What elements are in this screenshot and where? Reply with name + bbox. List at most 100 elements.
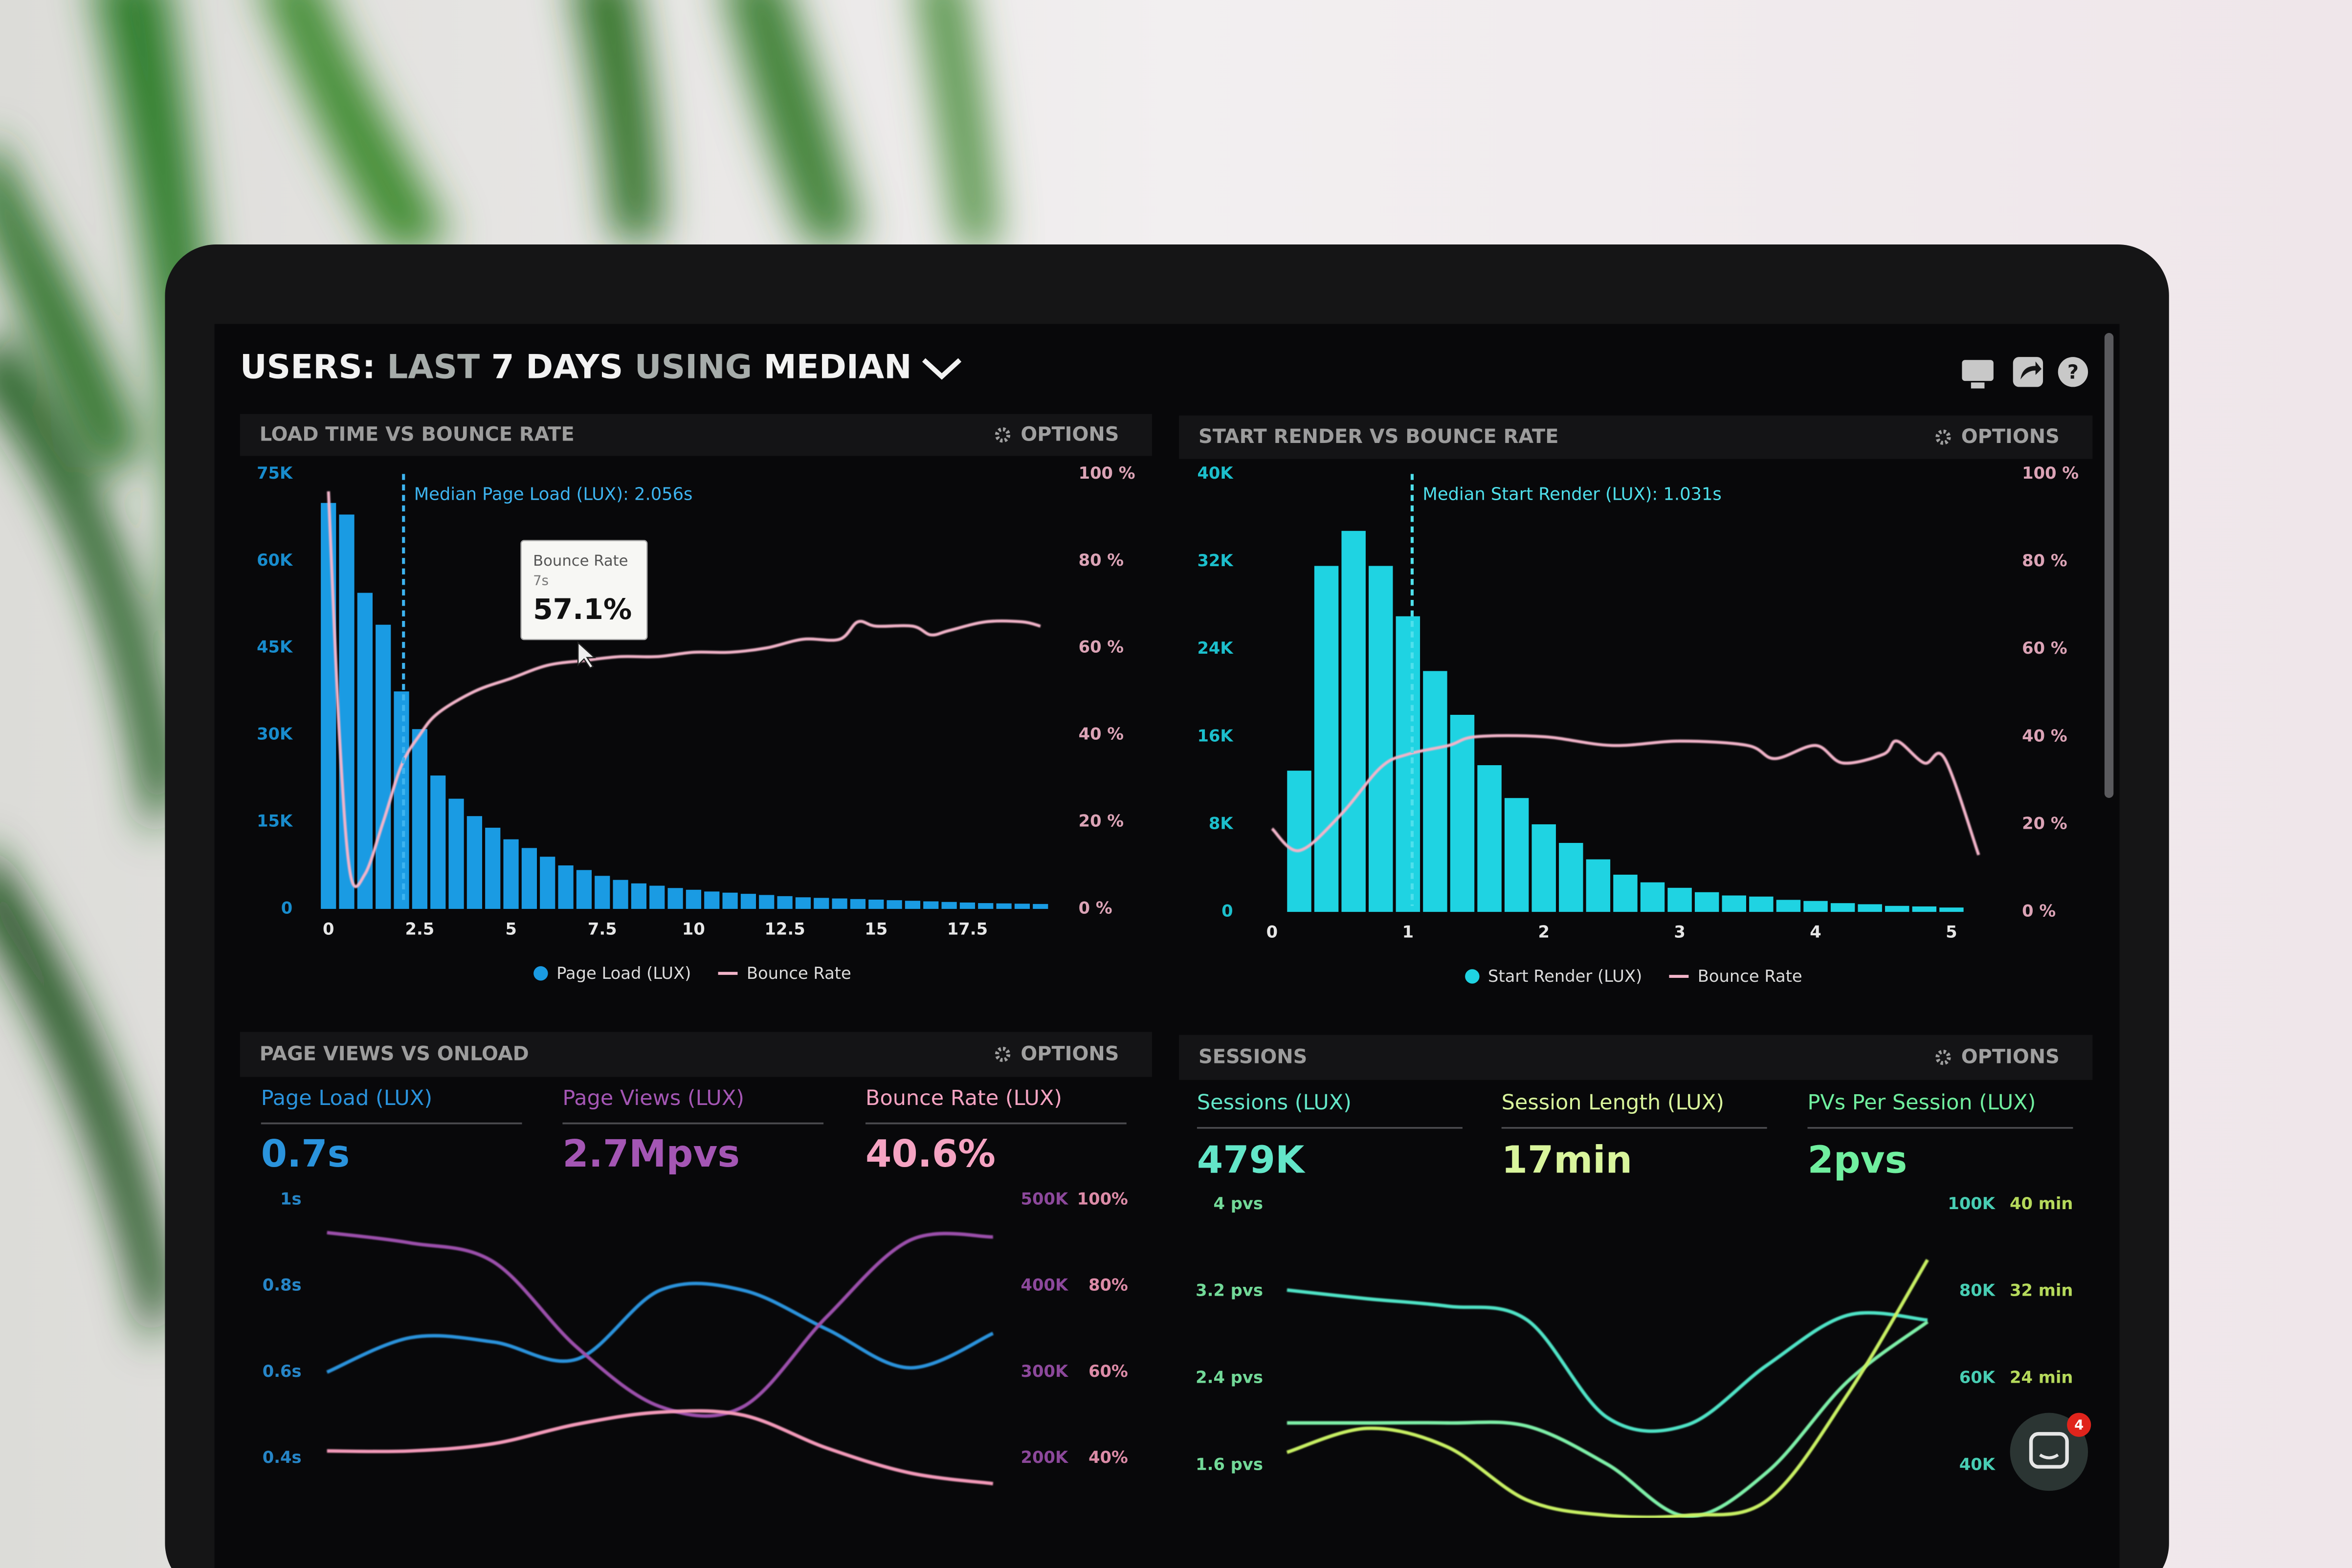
bar (923, 901, 939, 909)
svg-text:?: ? (2067, 361, 2079, 383)
options-button[interactable]: OPTIONS (1961, 425, 2060, 448)
bar (540, 857, 555, 909)
y2-tick-label: 100 % (1079, 464, 1135, 483)
x-tick-label: 2 (1538, 923, 1549, 942)
bar (850, 899, 866, 909)
share-icon[interactable] (2013, 357, 2043, 387)
leaf (266, 0, 450, 255)
bar (576, 870, 592, 909)
series-line (327, 1409, 994, 1486)
plot-area (326, 1231, 994, 1486)
title-part: LAST (387, 347, 480, 386)
y-tick-label: 24K (1197, 639, 1234, 658)
series-line (326, 1281, 994, 1374)
panel-header (240, 1032, 1152, 1077)
options-button[interactable]: OPTIONS (1021, 1043, 1119, 1065)
metric-value: 17min (1502, 1138, 1632, 1182)
bar (1722, 895, 1746, 912)
x-tick-label: 12.5 (764, 919, 805, 938)
y-tick-label: 40K (1197, 464, 1234, 483)
options-button[interactable]: OPTIONS (1021, 423, 1119, 446)
bar (357, 593, 373, 909)
y-tick-label: 4 pvs (1213, 1194, 1263, 1213)
chat-button[interactable] (2010, 1413, 2088, 1491)
y2-tick-label: 80 % (2022, 551, 2067, 570)
bar (1885, 905, 1909, 912)
title-part: USERS: (240, 347, 376, 386)
y2-tick-label: 200K (1021, 1448, 1069, 1467)
title-part: USING (635, 347, 752, 386)
y2-tick-label: 100 % (2022, 464, 2079, 483)
bar (1369, 566, 1393, 912)
bar (321, 503, 336, 909)
bar (394, 691, 409, 909)
y-tick-label: 1.6 pvs (1196, 1455, 1263, 1474)
y3-tick-label: 80% (1088, 1276, 1128, 1295)
metric-value: 479K (1197, 1138, 1306, 1182)
bounce-line (327, 491, 1041, 888)
metric-value: 0.7s (261, 1132, 350, 1176)
bar (1586, 859, 1611, 912)
y2-tick-label: 300K (1021, 1362, 1069, 1381)
metric-label: Page Views (LUX) (562, 1086, 744, 1110)
bar (1559, 843, 1583, 912)
bar (485, 827, 501, 909)
gear-icon (995, 427, 1011, 443)
y-tick-label: 1s (280, 1190, 302, 1209)
bar (1314, 566, 1339, 912)
y2-tick-label: 80K (1959, 1281, 1996, 1300)
bar (1287, 771, 1311, 912)
series-line (1287, 1320, 1929, 1518)
bar (1803, 901, 1828, 912)
x-tick-label: 0 (323, 919, 334, 938)
tooltip-title: Bounce Rate (533, 552, 628, 570)
monitor-icon[interactable] (1962, 360, 1994, 389)
chat-badge (2067, 1413, 2091, 1437)
bar (1667, 887, 1692, 912)
legend-label: Page Load (LUX) (556, 964, 691, 983)
metric-label: PVs Per Session (LUX) (1807, 1090, 2036, 1115)
plant (0, 0, 998, 1350)
panel-header (1179, 1035, 2093, 1080)
help-icon[interactable]: ? (2058, 357, 2088, 387)
leaf (0, 862, 173, 1350)
bar (430, 775, 446, 909)
y-tick-label: 0.6s (263, 1362, 302, 1381)
panel-title: SESSIONS (1198, 1046, 1307, 1068)
dashboard-title: USERS: LAST 7 DAYS USING MEDIAN (240, 347, 912, 386)
bar (959, 902, 976, 909)
y3-tick-label: 100% (1077, 1190, 1128, 1209)
metric-label: Sessions (LUX) (1197, 1090, 1352, 1115)
bar (1694, 892, 1719, 912)
options-button[interactable]: OPTIONS (1961, 1046, 2060, 1068)
bar (466, 816, 482, 909)
panel-header (240, 414, 1152, 456)
bar (1423, 671, 1447, 912)
tooltip-subtitle: 7s (533, 572, 549, 588)
metric-label: Page Load (LUX) (261, 1086, 432, 1110)
bar (631, 883, 647, 909)
y3-tick-label: 40 min (2010, 1194, 2073, 1213)
cursor (577, 641, 597, 669)
chat-icon (2039, 1453, 2059, 1459)
chat-widget[interactable]: 4 (2010, 1413, 2091, 1491)
bar (777, 896, 793, 909)
bar (1939, 907, 1964, 912)
dropdown-chevron[interactable] (922, 358, 962, 380)
y-tick-label: 75K (257, 464, 293, 483)
gear-icon (1935, 1049, 1951, 1065)
x-tick-label: 4 (1810, 923, 1821, 942)
y-tick-label: 30K (257, 725, 293, 744)
y3-tick-label: 24 min (2010, 1368, 2073, 1387)
y-tick-label: 32K (1197, 551, 1234, 570)
median-label: Median Page Load (LUX): 2.056s (414, 484, 693, 504)
bar (1830, 903, 1855, 912)
leaf (0, 330, 180, 840)
y2-tick-label: 40 % (2022, 726, 2067, 745)
chat-icon (2029, 1432, 2069, 1469)
gear-icon (995, 1046, 1011, 1062)
leaf (576, 0, 660, 240)
bar (1033, 904, 1048, 909)
y-tick-label: 0.8s (263, 1276, 302, 1295)
y2-tick-label: 100K (1948, 1194, 1996, 1213)
